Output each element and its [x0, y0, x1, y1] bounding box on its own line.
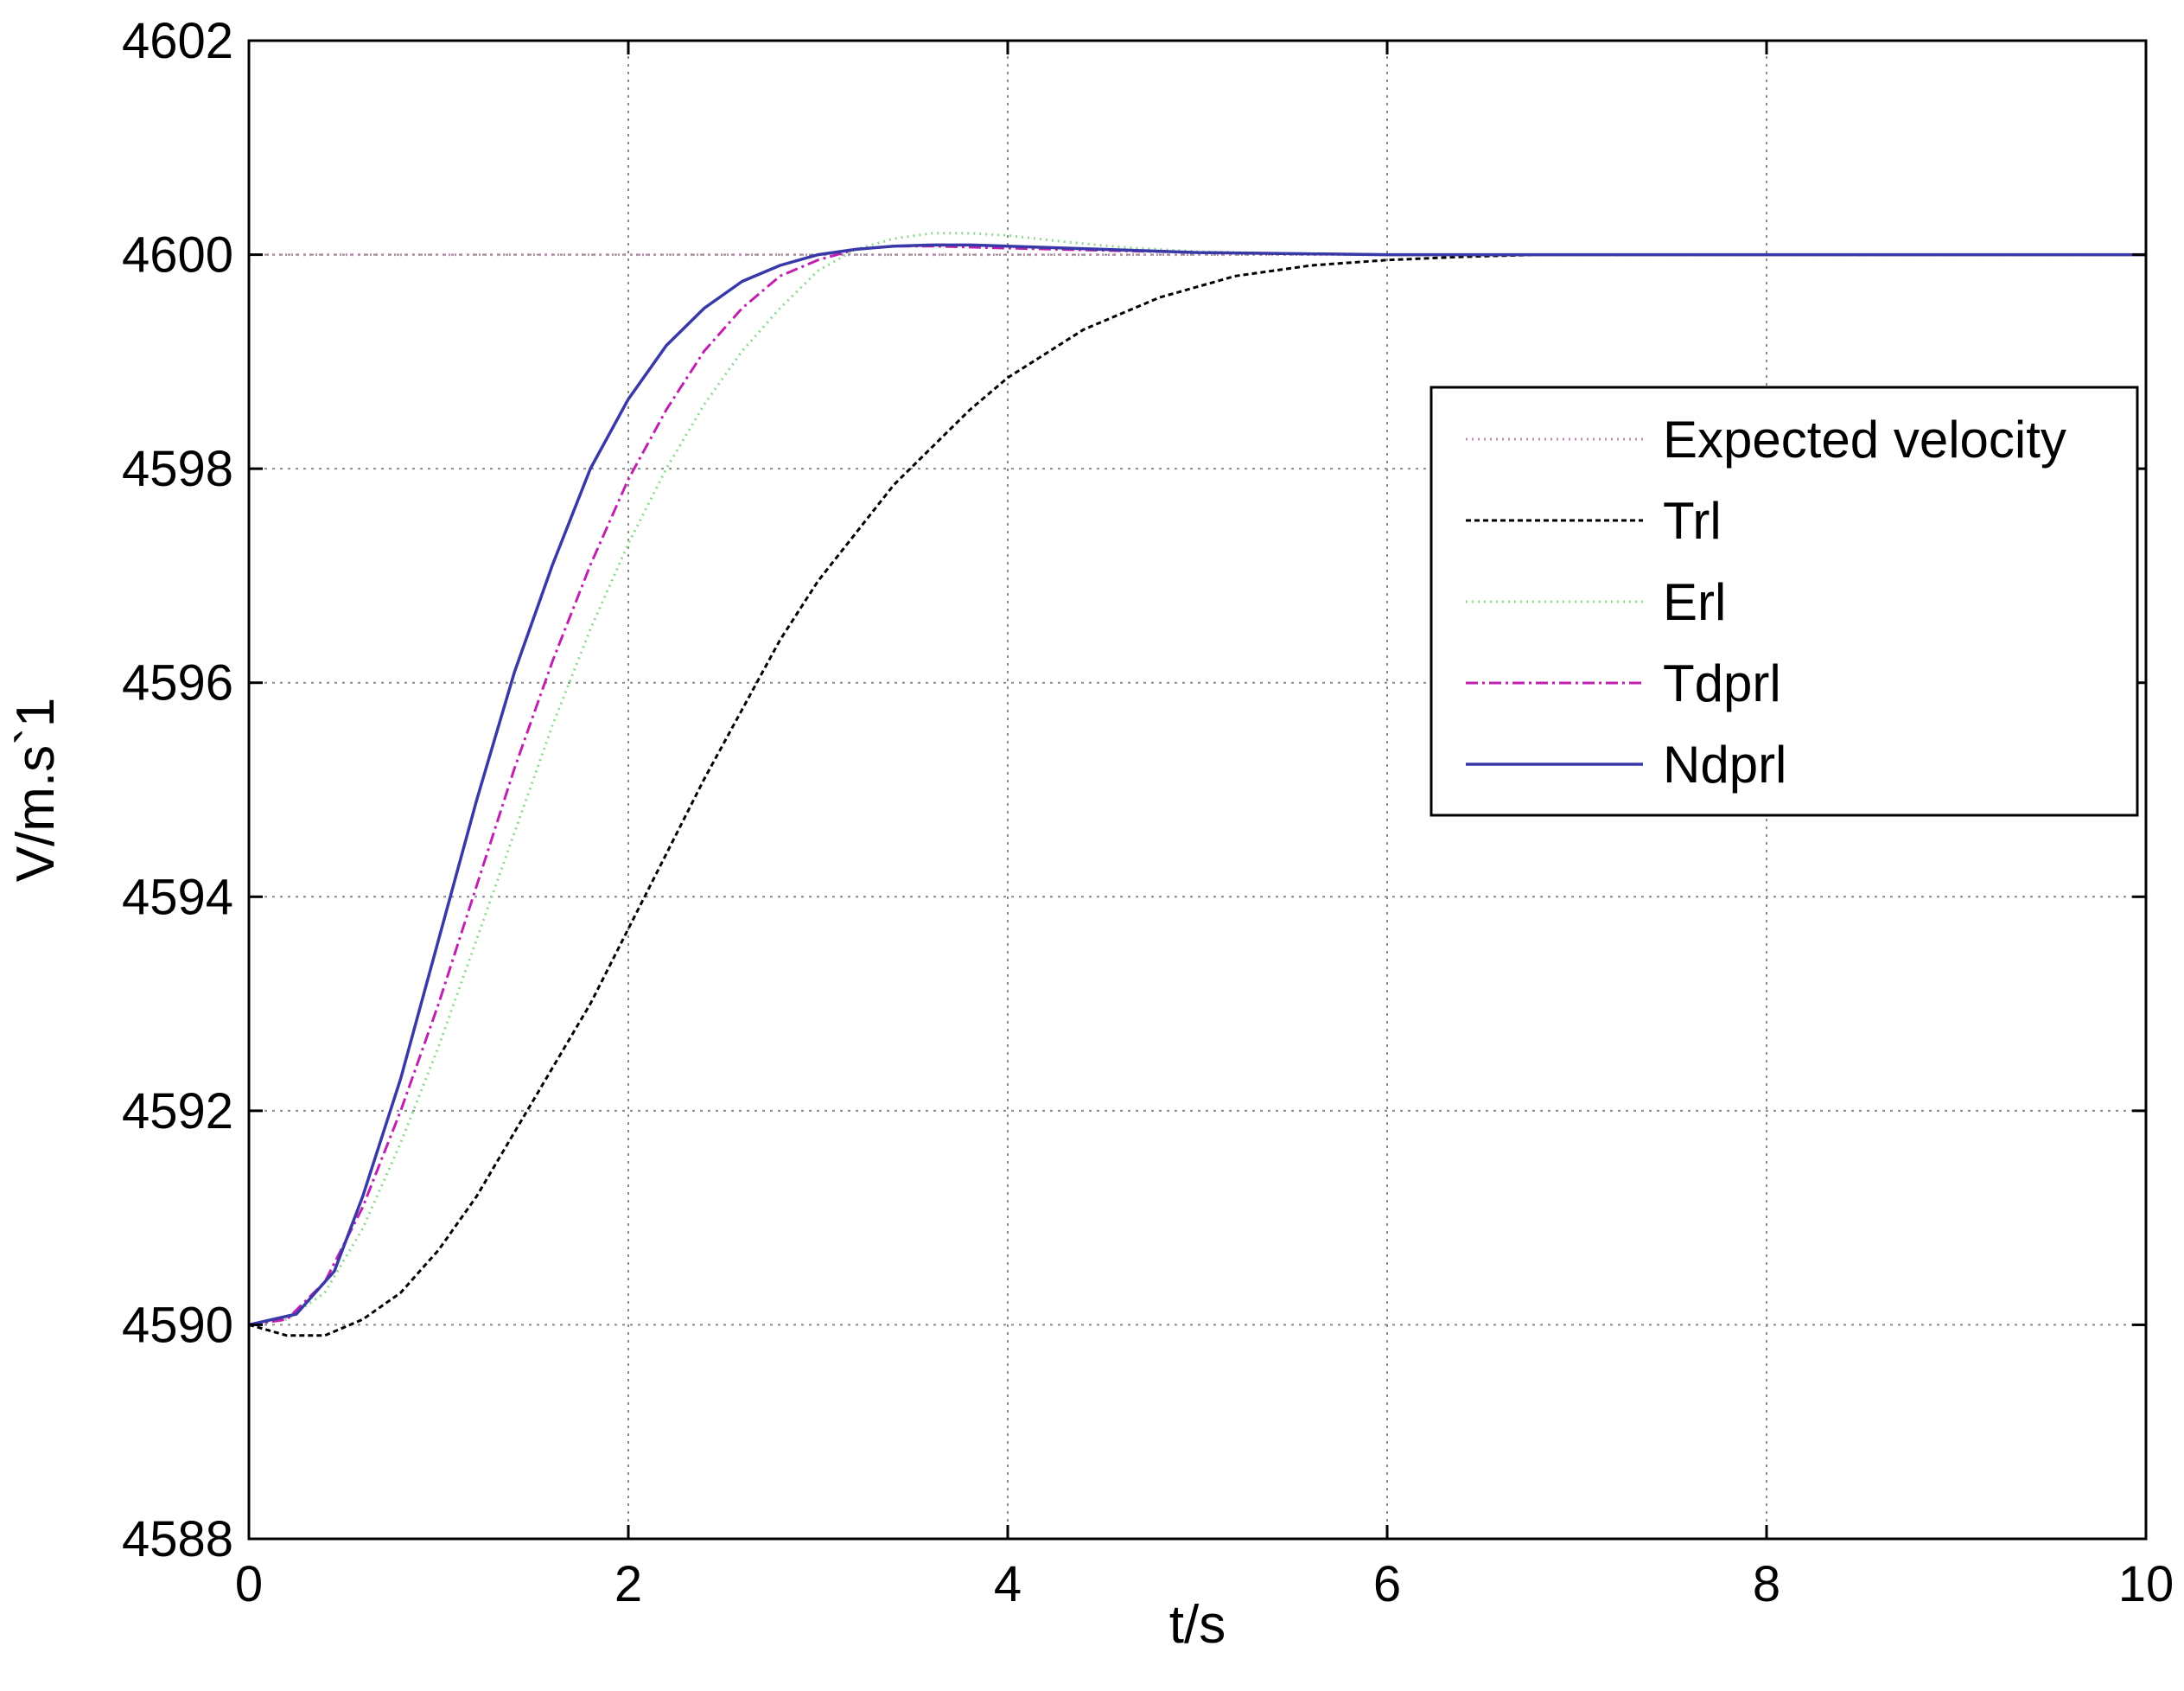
y-tick-label: 4588	[122, 1511, 233, 1567]
x-tick-label: 10	[2118, 1556, 2174, 1612]
series-lines	[248, 232, 2146, 1337]
x-axis-label: t/s	[1169, 1595, 1226, 1655]
legend-label: Tdprl	[1663, 654, 1781, 712]
x-tick-label: 8	[1753, 1556, 1780, 1612]
x-tick-label: 0	[235, 1556, 263, 1612]
series-line-ndprl	[248, 243, 2146, 1327]
x-tick-label: 4	[994, 1556, 1022, 1612]
x-tick-label: 2	[614, 1556, 642, 1612]
axis-ticks: 0 2 4 6 8 10 4588 4590 4592 4594 4596 4598 4600 4602	[122, 13, 2174, 1612]
legend-label: Trl	[1663, 492, 1722, 550]
y-tick-label: 4594	[122, 869, 233, 925]
y-tick-label: 4590	[122, 1297, 233, 1353]
x-tick-label: 6	[1373, 1556, 1401, 1612]
series-line-trl	[248, 253, 2146, 1337]
series-line-erl	[248, 232, 2146, 1326]
y-tick-label: 4596	[122, 655, 233, 711]
legend-label: Expected velocity	[1663, 411, 2066, 469]
legend-label: Ndprl	[1663, 736, 1786, 794]
y-axis-label: V/m.s`1	[6, 698, 66, 883]
y-tick-label: 4600	[122, 227, 233, 284]
y-tick-label: 4598	[122, 441, 233, 497]
legend-box	[1429, 386, 2139, 817]
y-tick-label: 4602	[122, 13, 233, 69]
legend-label: Erl	[1663, 573, 1726, 631]
plot-frame	[247, 39, 2148, 1541]
y-tick-label: 4592	[122, 1083, 233, 1139]
legend: Expected velocity Trl Erl Tdprl Ndprl	[1429, 386, 2139, 817]
